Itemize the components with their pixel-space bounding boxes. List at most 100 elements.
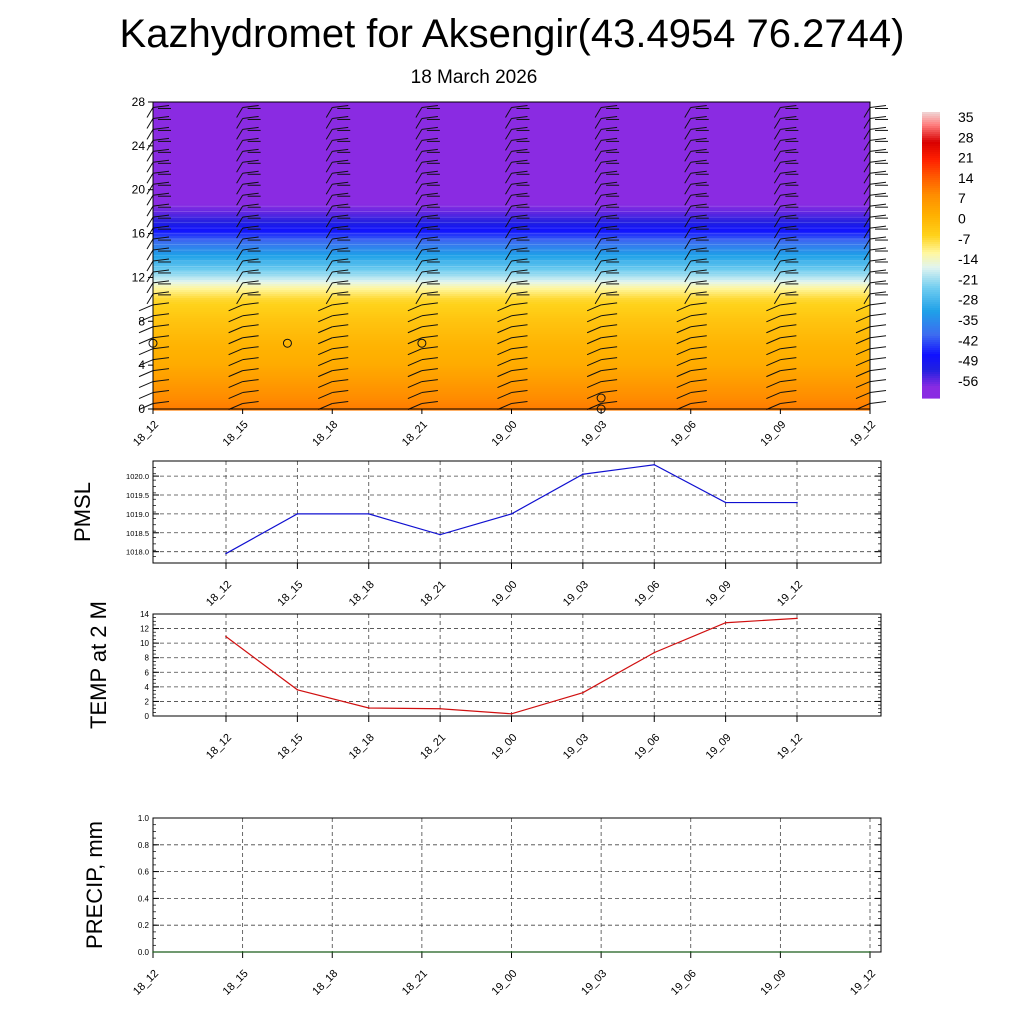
heatmap-band <box>153 108 870 111</box>
wind-barb <box>497 313 528 323</box>
wind-barb <box>855 379 887 389</box>
wind-barb-staff <box>594 227 602 239</box>
wind-barb-staff <box>863 216 871 228</box>
wind-barb <box>325 104 351 118</box>
wind-barb-staff <box>684 282 692 294</box>
calm-circle <box>417 338 427 348</box>
legend-swatch <box>922 382 940 385</box>
wind-barb <box>415 148 440 162</box>
wind-barb-staff <box>407 359 423 367</box>
y-tick-label: 12 <box>140 625 149 634</box>
wind-barb <box>236 269 261 283</box>
wind-barb-flag <box>421 379 438 383</box>
wind-barb-flag <box>511 280 528 284</box>
heatmap-band <box>153 266 870 269</box>
heatmap-band <box>153 294 870 297</box>
legend-swatch <box>922 338 940 341</box>
wind-barb-staff <box>138 315 154 323</box>
wind-barb-staff <box>586 392 602 400</box>
wind-barb-staff <box>773 205 781 217</box>
wind-barb-flag <box>421 269 438 273</box>
wind-barb-staff <box>676 359 691 367</box>
y-tick-label: 0.8 <box>138 841 150 850</box>
wind-barb-staff <box>325 205 333 217</box>
legend-swatch <box>922 372 940 375</box>
wind-barb-flag <box>780 181 797 185</box>
heatmap-band <box>153 246 870 249</box>
legend-swatch <box>922 236 940 239</box>
wind-barb <box>594 137 620 151</box>
wind-barb-staff <box>325 140 333 151</box>
wind-barb-staff <box>863 260 871 272</box>
wind-barb-flag <box>690 115 707 119</box>
wind-barb <box>505 148 530 162</box>
wind-barb-staff <box>773 183 781 195</box>
heatmap-band <box>153 366 870 369</box>
wind-barb-flag <box>511 214 528 218</box>
legend-swatch <box>922 148 940 151</box>
legend-swatch <box>922 170 940 173</box>
wind-barb-staff <box>586 370 602 378</box>
wind-barb-staff <box>228 315 243 323</box>
legend-swatch <box>922 218 940 221</box>
heatmap-band <box>153 276 870 279</box>
wind-barb-staff <box>863 293 871 305</box>
wind-barb-staff <box>318 381 333 389</box>
heatmap-band <box>153 102 870 105</box>
wind-barb-staff <box>505 271 512 283</box>
x-tick-label: 18_15 <box>275 732 305 762</box>
wind-barb-staff <box>863 118 871 129</box>
wind-barb-flag <box>152 269 170 273</box>
heatmap-band <box>153 184 870 187</box>
wind-barb-staff <box>855 326 871 334</box>
wind-barb <box>318 302 349 312</box>
heatmap-band <box>153 356 870 359</box>
heatmap-band <box>153 114 870 117</box>
wind-barb-staff <box>773 260 781 272</box>
legend-swatch <box>922 282 940 285</box>
wind-barb-flag <box>780 280 797 284</box>
wind-barb <box>586 313 618 323</box>
wind-barb-staff <box>407 381 423 389</box>
wind-barb-flag <box>690 225 707 229</box>
wind-barb-flag <box>242 236 259 240</box>
wind-barb-flag <box>601 313 618 317</box>
wind-barb <box>146 148 171 162</box>
heatmap-band <box>153 170 870 173</box>
wind-barb <box>594 269 620 283</box>
heatmap-band <box>153 112 870 115</box>
heatmap-band <box>153 384 870 387</box>
wind-barb-staff <box>228 359 243 367</box>
legend-swatch <box>922 324 940 327</box>
wind-barb-flag <box>780 104 797 108</box>
wind-barb-staff <box>325 194 333 206</box>
legend-swatch <box>922 156 940 159</box>
wind-barb <box>415 214 440 228</box>
wind-barb-staff <box>594 216 602 228</box>
wind-barb-staff <box>236 260 244 272</box>
wind-barb-flag <box>869 324 887 328</box>
x-tick-label: 19_06 <box>632 579 662 609</box>
legend-swatch <box>922 180 940 183</box>
wind-barb-staff <box>684 194 692 206</box>
heatmap-band <box>153 162 870 165</box>
heatmap-band <box>153 264 870 267</box>
wind-barb <box>766 379 797 389</box>
wind-barb-flag <box>869 269 887 273</box>
wind-barb-staff <box>855 381 871 389</box>
wind-barb <box>594 192 620 206</box>
legend-label: 7 <box>958 190 966 206</box>
wind-barb <box>766 302 797 312</box>
y-tick-label: 8 <box>138 314 145 328</box>
wind-barb <box>146 104 171 118</box>
x-tick-label: 18_15 <box>221 968 251 998</box>
legend-swatch <box>922 114 940 117</box>
wind-barb-flag <box>780 192 797 196</box>
temp2m-data-point <box>439 707 441 710</box>
legend-swatch <box>922 374 940 377</box>
wind-barb-staff <box>766 359 781 367</box>
wind-barb <box>236 236 261 250</box>
wind-barb-flag <box>421 368 438 372</box>
wind-barb <box>325 126 351 140</box>
